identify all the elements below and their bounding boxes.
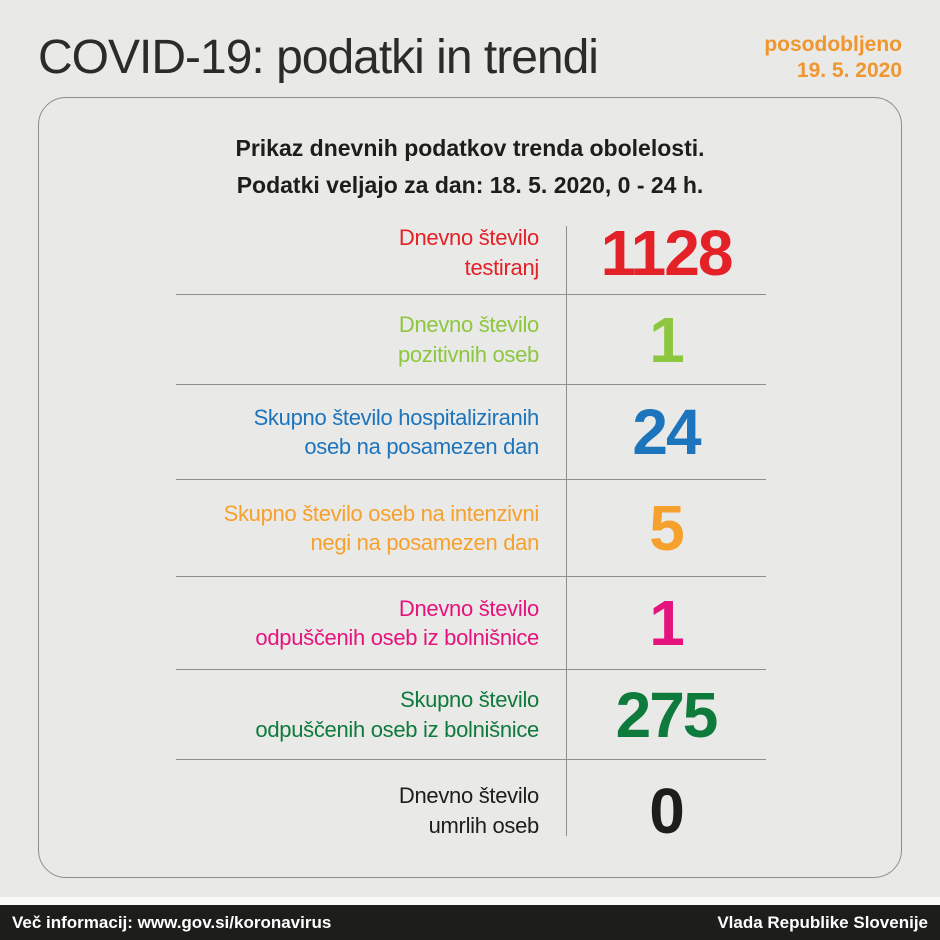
stat-row-hospitalized: Skupno število hospitaliziranih oseb na … — [176, 384, 766, 479]
stat-label-line1: Skupno število oseb na intenzivni — [223, 500, 540, 526]
stat-value: 1 — [649, 303, 685, 376]
stat-label-line2: testiranj — [464, 254, 540, 280]
stat-label: Dnevno število umrlih oseb — [176, 781, 566, 839]
stat-label-line1: Dnevno število — [398, 595, 539, 621]
stat-label-line2: odpuščenih oseb iz bolnišnice — [255, 716, 539, 742]
stat-row-daily-discharged: Dnevno število odpuščenih oseb iz bolniš… — [176, 576, 766, 669]
card-header-line1: Prikaz dnevnih podatkov trenda obolelost… — [235, 135, 705, 161]
stat-row-intensive-care: Skupno število oseb na intenzivni negi n… — [176, 479, 766, 576]
footer-info-link: Več informacij: www.gov.si/koronavirus — [12, 912, 332, 932]
stat-label: Dnevno število pozitivnih oseb — [176, 310, 566, 368]
stat-label-line2: odpuščenih oseb iz bolnišnice — [255, 625, 539, 650]
stat-value: 1 — [649, 587, 685, 659]
updated-label: posodobljeno — [764, 33, 902, 56]
stat-label-line2: oseb na posamezen dan — [304, 434, 539, 459]
stat-label: Skupno število odpuščenih oseb iz bolniš… — [176, 685, 566, 743]
stat-label-line1: Dnevno število — [398, 225, 539, 251]
stat-label: Skupno število oseb na intenzivni negi n… — [176, 499, 566, 557]
card-header: Prikaz dnevnih podatkov trenda obolelost… — [39, 98, 901, 204]
stat-value: 275 — [615, 678, 719, 751]
footer-separator — [0, 897, 940, 905]
stat-label-line1: Skupno število — [400, 687, 539, 713]
page-title: COVID-19: podatki in trendi — [38, 31, 599, 84]
stat-row-daily-tests: Dnevno število testiranj 1128 — [176, 211, 766, 294]
footer-attribution: Vlada Republike Slovenije — [717, 912, 928, 932]
stat-row-daily-deaths: Dnevno število umrlih oseb 0 — [176, 759, 766, 861]
stat-label-line1: Skupno število hospitaliziranih — [253, 404, 540, 430]
stat-label-line1: Dnevno število — [398, 312, 539, 338]
updated-date: 19. 5. 2020 — [796, 58, 902, 82]
stat-row-daily-positive: Dnevno število pozitivnih oseb 1 — [176, 294, 766, 384]
updated-info: posodobljeno 19. 5. 2020 — [764, 24, 902, 83]
stat-label-line2: negi na posamezen dan — [310, 530, 539, 555]
footer: Več informacij: www.gov.si/koronavirus V… — [0, 905, 940, 940]
stat-value: 1128 — [600, 216, 734, 289]
stat-label: Dnevno število testiranj — [176, 223, 566, 281]
stat-label: Skupno število hospitaliziranih oseb na … — [176, 403, 566, 461]
stat-label: Dnevno število odpuščenih oseb iz bolniš… — [176, 594, 566, 652]
top-header: COVID-19: podatki in trendi posodobljeno… — [38, 24, 902, 85]
stat-value: 24 — [632, 396, 701, 468]
info-card: Prikaz dnevnih podatkov trenda obolelost… — [38, 97, 902, 878]
stat-row-total-discharged: Skupno število odpuščenih oseb iz bolniš… — [176, 669, 766, 759]
stat-label-line2: pozitivnih oseb — [397, 341, 539, 367]
stat-label-line1: Dnevno število — [398, 783, 539, 809]
column-divider — [566, 226, 567, 836]
stat-value: 0 — [649, 774, 685, 847]
stat-label-line2: umrlih oseb — [428, 812, 540, 838]
card-header-line2: Podatki veljajo za dan: 18. 5. 2020, 0 -… — [236, 171, 704, 198]
stats-table: Dnevno število testiranj 1128 Dnevno šte… — [176, 211, 766, 861]
stat-value: 5 — [649, 492, 685, 564]
